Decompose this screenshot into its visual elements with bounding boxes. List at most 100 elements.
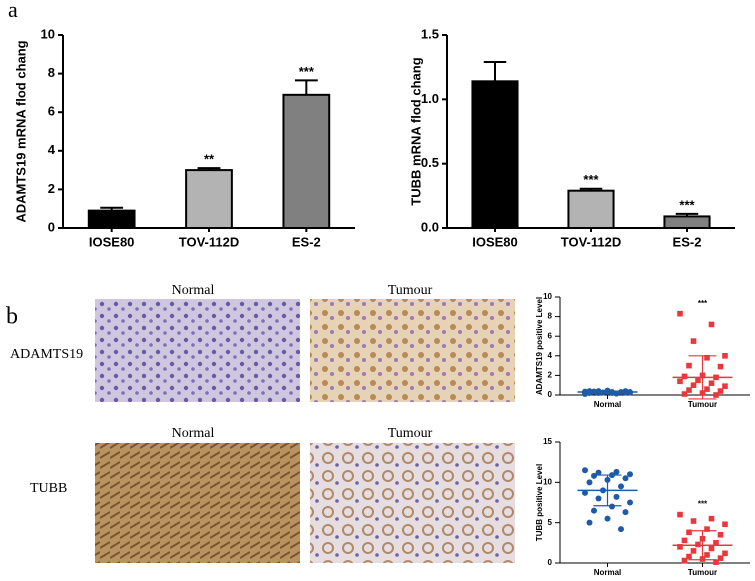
histology-image: [310, 299, 515, 402]
point: [582, 489, 588, 496]
point: [613, 493, 620, 500]
x-tick-label: Normal: [594, 568, 622, 577]
image-column-label: Normal: [172, 283, 215, 298]
y-tick-label: 0: [548, 558, 553, 567]
y-tick-label: 15: [543, 437, 552, 446]
point: [686, 553, 692, 560]
point: [708, 321, 715, 328]
point: [717, 531, 724, 538]
point: [686, 387, 692, 393]
point: [722, 353, 728, 359]
bar: [471, 80, 519, 229]
significance-label: **: [204, 152, 215, 167]
y-tick-label: 4: [548, 351, 553, 360]
point: [717, 388, 724, 394]
point: [677, 511, 683, 518]
histology-image: [95, 299, 300, 402]
y-tick-label: 2: [48, 181, 55, 196]
point: [677, 544, 683, 550]
point: [591, 472, 597, 479]
point: [681, 557, 688, 564]
point: [717, 555, 724, 561]
significance-label: ***: [299, 64, 315, 79]
point: [690, 548, 697, 554]
point: [713, 392, 719, 398]
point: [690, 338, 697, 344]
point: [704, 386, 710, 392]
point: [582, 467, 588, 474]
point: [704, 526, 710, 532]
image-column-label: Tumour: [388, 426, 433, 441]
point: [713, 540, 719, 546]
histology-image: [95, 443, 300, 563]
point: [708, 380, 715, 387]
x-tick-label: TOV-112D: [561, 234, 621, 249]
y-tick-label: 2: [548, 371, 553, 380]
x-tick-label: Tumour: [688, 568, 717, 577]
image-row-label: TUBB: [30, 481, 67, 496]
image-row-label: ADAMTS19: [10, 347, 83, 362]
y-tick-label: 1.5: [421, 26, 439, 41]
y-tick-label: 8: [48, 65, 55, 80]
y-tick-label: 0: [48, 219, 55, 234]
y-tick-label: 10: [543, 477, 552, 486]
y-axis-label: TUBB mRNA flod chang: [408, 57, 423, 205]
x-tick-label: ES-2: [292, 234, 321, 249]
point: [686, 529, 692, 536]
point: [717, 363, 724, 370]
point: [722, 550, 728, 557]
point: [627, 471, 633, 478]
bar: [663, 215, 711, 229]
point: [622, 475, 629, 482]
x-tick-label: ES-2: [673, 234, 702, 249]
bar: [282, 93, 331, 229]
significance-label: ***: [698, 500, 708, 509]
point: [690, 518, 697, 524]
point: [704, 354, 710, 361]
point: [708, 515, 715, 522]
image-column-label: Tumour: [388, 283, 433, 298]
histology-image: [310, 443, 515, 563]
point: [681, 373, 688, 380]
y-tick-label: 10: [41, 26, 55, 41]
point: [586, 519, 593, 526]
bar: [567, 189, 615, 229]
y-axis-label: ADAMTS19 positive Level: [535, 297, 544, 395]
point: [713, 559, 719, 565]
x-tick-label: IOSE80: [89, 234, 135, 249]
x-tick-label: IOSE80: [472, 234, 518, 249]
significance-label: ***: [679, 197, 695, 212]
significance-label: ***: [583, 172, 599, 187]
y-axis-label: TUBB positive Level: [535, 464, 544, 541]
y-axis-label: ADAMTS19 mRNA flod chang: [13, 40, 28, 222]
y-tick-label: 10: [543, 292, 552, 301]
y-tick-label: 0: [548, 390, 553, 399]
y-tick-label: 8: [548, 312, 553, 321]
x-tick-label: Normal: [594, 400, 622, 409]
point: [595, 495, 602, 502]
x-tick-label: Tumour: [688, 400, 717, 409]
point: [722, 383, 728, 389]
point: [627, 499, 633, 506]
y-tick-label: 0.5: [421, 155, 439, 170]
x-tick-label: TOV-112D: [179, 234, 239, 249]
point: [622, 509, 629, 516]
y-tick-label: 6: [548, 331, 553, 340]
image-column-label: Normal: [172, 426, 215, 441]
y-tick-label: 5: [548, 518, 553, 527]
bar: [185, 169, 233, 230]
y-tick-label: 4: [48, 142, 56, 157]
point: [586, 479, 593, 486]
point: [618, 526, 624, 533]
point: [677, 378, 683, 385]
point: [591, 507, 597, 514]
point: [586, 388, 593, 395]
point: [722, 521, 728, 528]
point: [686, 362, 692, 369]
significance-label: ***: [698, 299, 708, 308]
point: [677, 310, 683, 317]
y-tick-label: 6: [48, 104, 55, 119]
point: [695, 377, 701, 384]
bar: [87, 209, 136, 230]
